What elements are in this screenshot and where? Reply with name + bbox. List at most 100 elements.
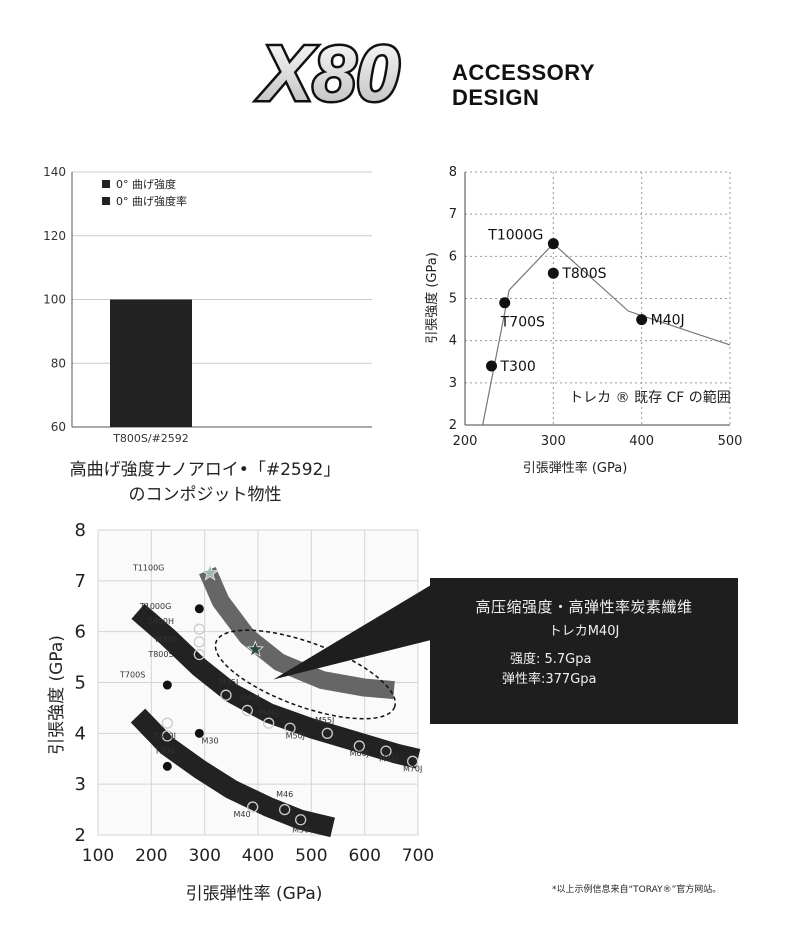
x-tick-label: 300 bbox=[188, 846, 220, 866]
data-point-m40j bbox=[636, 314, 648, 326]
x-tick-label: 200 bbox=[453, 434, 478, 449]
y-tick-label: 2 bbox=[449, 418, 457, 433]
point-label: M40J bbox=[651, 313, 685, 329]
fiber-label: M46J bbox=[259, 709, 278, 718]
open-data-point bbox=[321, 727, 333, 739]
fiber-label: M46 bbox=[276, 790, 293, 799]
y-tick-label: 2 bbox=[75, 825, 86, 846]
y-tick-label: 7 bbox=[75, 571, 86, 592]
open-data-point bbox=[161, 717, 173, 729]
fiber-label: M50J bbox=[286, 731, 305, 740]
fiber-label: T800H bbox=[147, 617, 174, 626]
x-tick-label: 200 bbox=[135, 846, 167, 866]
fiber-label: T1000G bbox=[139, 602, 171, 611]
open-data-point bbox=[193, 648, 205, 661]
open-data-point bbox=[241, 704, 253, 717]
y-tick-label: 7 bbox=[449, 207, 457, 222]
fiber-map-chart: T1100GT1000GT800HM30ST800ST700SM35JM40JM… bbox=[47, 520, 434, 904]
open-data-point bbox=[161, 730, 173, 742]
y-axis-label: 引張強度 (GPa) bbox=[424, 252, 440, 344]
fiber-label: M30 bbox=[201, 737, 218, 746]
x-tick-label: 500 bbox=[295, 846, 327, 866]
open-data-point bbox=[295, 814, 307, 826]
legend-label: 0° 曲げ強度 bbox=[116, 177, 176, 191]
new-fiber-band bbox=[199, 567, 395, 700]
filled-data-point bbox=[194, 604, 204, 614]
filled-data-point bbox=[194, 728, 204, 738]
data-point-t700s bbox=[499, 297, 511, 309]
filled-data-point bbox=[162, 680, 172, 690]
fiber-label: M65J bbox=[379, 754, 398, 763]
fiber-label: M35J bbox=[219, 678, 238, 687]
fiber-label: T800S bbox=[147, 650, 173, 659]
open-data-point bbox=[193, 636, 205, 648]
legend-label: 0° 曲げ強度率 bbox=[116, 194, 187, 208]
filled-data-point bbox=[162, 761, 172, 771]
open-data-point bbox=[263, 717, 275, 729]
y-tick-label: 120 bbox=[43, 229, 66, 243]
x-axis-label: 引張弾性率 (GPa) bbox=[186, 884, 323, 904]
y-tick-label: 5 bbox=[449, 292, 457, 307]
existing-fiber-band-lower bbox=[130, 708, 335, 838]
x-tick-label: T800S/#2592 bbox=[112, 432, 189, 445]
data-point-t300 bbox=[486, 360, 497, 372]
open-data-point bbox=[353, 740, 365, 752]
point-label: T800S bbox=[561, 266, 606, 282]
bar-t800s bbox=[110, 299, 192, 427]
y-tick-label: 8 bbox=[449, 165, 457, 180]
tagline-design: DESIGN bbox=[452, 85, 540, 110]
open-data-point bbox=[193, 623, 205, 635]
y-tick-label: 3 bbox=[449, 376, 457, 391]
fiber-label: T300 bbox=[154, 747, 175, 756]
y-tick-label: 8 bbox=[75, 520, 86, 541]
info-box-title: 高压缩强度・高弹性率炭素纖维 bbox=[475, 598, 693, 616]
cf-range-annotation: トレカ ® 既存 CF の範囲 bbox=[569, 389, 731, 406]
open-data-point bbox=[220, 689, 232, 701]
highlight-ellipse bbox=[214, 629, 397, 720]
y-tick-label: 140 bbox=[43, 165, 66, 179]
m40j-info-box: 高压缩强度・高弹性率炭素纖维 トレカM40J 强度: 5.7Gpa 弹性率:37… bbox=[430, 578, 738, 724]
source-footnote: *以上示例信息来自“TORAY®”官方网站。 bbox=[552, 885, 722, 895]
star-marker bbox=[246, 640, 264, 657]
x-tick-label: 500 bbox=[718, 434, 743, 449]
fiber-label: M30S bbox=[155, 635, 177, 644]
open-data-point bbox=[380, 745, 392, 757]
fiber-label: M50 bbox=[292, 825, 309, 834]
open-data-point bbox=[407, 755, 419, 767]
fiber-label: M70J bbox=[403, 764, 422, 773]
bar-chart-caption-line2: のコンポジット物性 bbox=[128, 485, 282, 505]
y-tick-label: 4 bbox=[449, 334, 457, 349]
fiber-label: M55J bbox=[315, 716, 334, 725]
x-axis-label: 引張弾性率 (GPa) bbox=[523, 460, 628, 476]
legend-swatch bbox=[102, 197, 110, 205]
existing-fiber-band-upper bbox=[131, 603, 421, 769]
x-tick-label: 400 bbox=[629, 434, 654, 449]
y-tick-label: 6 bbox=[75, 622, 86, 643]
info-box-strength: 强度: 5.7Gpa bbox=[510, 652, 592, 667]
x80-logo: X80 bbox=[254, 28, 402, 118]
open-data-point bbox=[279, 803, 291, 816]
x-tick-label: 700 bbox=[402, 846, 434, 866]
y-tick-label: 100 bbox=[43, 293, 66, 307]
fiber-label: T1100G bbox=[132, 564, 164, 573]
point-label: T700S bbox=[500, 315, 545, 331]
y-tick-label: 60 bbox=[51, 420, 66, 434]
fiber-label: T700S bbox=[119, 670, 145, 679]
legend-swatch bbox=[102, 180, 110, 188]
star-marker bbox=[201, 564, 219, 581]
data-point-t800s bbox=[547, 267, 559, 279]
y-tick-label: 6 bbox=[449, 249, 457, 264]
x-tick-label: 600 bbox=[348, 846, 380, 866]
fiber-label: M60J bbox=[350, 749, 369, 758]
y-tick-label: 5 bbox=[75, 673, 86, 694]
info-box-subtitle: トレカM40J bbox=[548, 624, 620, 639]
y-tick-label: 4 bbox=[75, 723, 86, 744]
open-data-point bbox=[247, 801, 259, 813]
fiber-label: M40J bbox=[240, 693, 259, 702]
y-axis-label: 引張強度 (GPa) bbox=[47, 635, 67, 755]
y-tick-label: 80 bbox=[51, 356, 66, 370]
logo-text: X80 bbox=[257, 29, 400, 117]
x-tick-label: 100 bbox=[82, 846, 114, 866]
tagline-accessory: ACCESSORY bbox=[452, 60, 596, 85]
